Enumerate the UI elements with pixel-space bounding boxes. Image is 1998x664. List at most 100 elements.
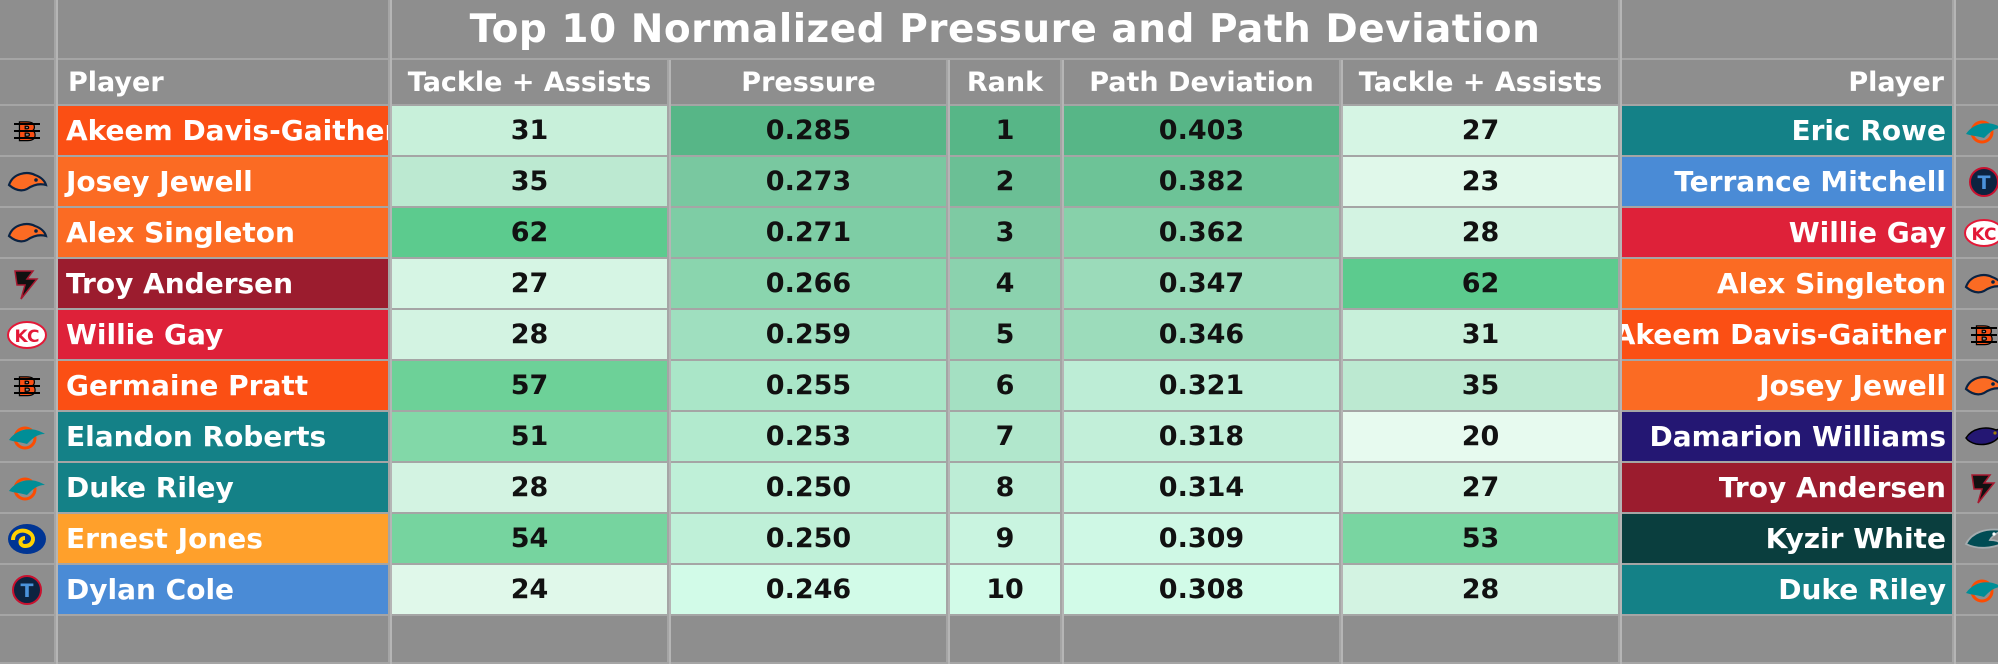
bengals-logo-icon: B (1956, 310, 1998, 361)
pressure-value: 0.250 (671, 463, 948, 514)
table-title: Top 10 Normalized Pressure and Path Devi… (392, 0, 1620, 60)
empty-cell (1622, 0, 1954, 60)
tackles-right-value: 28 (1343, 208, 1620, 259)
header-pressure: Pressure (671, 60, 948, 106)
pressure-value: 0.259 (671, 310, 948, 361)
pressure-value: 0.266 (671, 259, 948, 310)
tackles-right-value: 53 (1343, 514, 1620, 565)
empty-cell (1956, 616, 1998, 664)
dolphins-logo-icon (1956, 106, 1998, 157)
tackles-right-value: 28 (1343, 565, 1620, 616)
player-name-left: Josey Jewell (58, 157, 390, 208)
pressure-value: 0.253 (671, 412, 948, 463)
broncos-logo-icon (1956, 259, 1998, 310)
tackles-left-value: 28 (392, 310, 669, 361)
rank-value: 7 (950, 412, 1062, 463)
bengals-logo-icon: B (0, 361, 56, 412)
header-path-deviation: Path Deviation (1064, 60, 1341, 106)
falcons-logo-icon (1956, 463, 1998, 514)
tackles-left-value: 28 (392, 463, 669, 514)
falcons-logo-icon (0, 259, 56, 310)
player-name-right: Troy Andersen (1622, 463, 1954, 514)
svg-text:T: T (1978, 172, 1991, 194)
empty-cell (392, 616, 669, 664)
svg-text:T: T (21, 580, 34, 602)
corner-cell (1956, 0, 1998, 60)
rank-value: 8 (950, 463, 1062, 514)
player-name-right: Kyzir White (1622, 514, 1954, 565)
rank-value: 3 (950, 208, 1062, 259)
player-name-left: Alex Singleton (58, 208, 390, 259)
broncos-logo-icon (1956, 361, 1998, 412)
empty-cell (950, 616, 1062, 664)
pressure-value: 0.285 (671, 106, 948, 157)
path-deviation-value: 0.314 (1064, 463, 1341, 514)
chiefs-logo-icon: KC (1956, 208, 1998, 259)
player-name-right: Eric Rowe (1622, 106, 1954, 157)
empty-cell (58, 616, 390, 664)
tackles-right-value: 62 (1343, 259, 1620, 310)
header-player-right: Player (1622, 60, 1954, 106)
player-name-left: Dylan Cole (58, 565, 390, 616)
player-name-left: Duke Riley (58, 463, 390, 514)
tackles-left-value: 31 (392, 106, 669, 157)
ravens-logo-icon (1956, 412, 1998, 463)
player-name-right: Alex Singleton (1622, 259, 1954, 310)
tackles-left-value: 57 (392, 361, 669, 412)
tackles-right-value: 27 (1343, 106, 1620, 157)
rank-value: 1 (950, 106, 1062, 157)
path-deviation-value: 0.321 (1064, 361, 1341, 412)
path-deviation-value: 0.382 (1064, 157, 1341, 208)
rank-value: 9 (950, 514, 1062, 565)
player-name-left: Elandon Roberts (58, 412, 390, 463)
pressure-value: 0.273 (671, 157, 948, 208)
tackles-left-value: 35 (392, 157, 669, 208)
player-name-right: Terrance Mitchell (1622, 157, 1954, 208)
empty-cell (1343, 616, 1620, 664)
header-tackles-left: Tackle + Assists (392, 60, 669, 106)
empty-cell (1622, 616, 1954, 664)
tackles-right-value: 23 (1343, 157, 1620, 208)
empty-cell (0, 60, 56, 106)
bengals-logo-icon: B (0, 106, 56, 157)
tackles-left-value: 27 (392, 259, 669, 310)
rams-logo-icon (0, 514, 56, 565)
titans-logo-icon: T (0, 565, 56, 616)
chiefs-logo-icon: KC (0, 310, 56, 361)
tackles-right-value: 27 (1343, 463, 1620, 514)
rank-value: 10 (950, 565, 1062, 616)
empty-cell (0, 616, 56, 664)
path-deviation-value: 0.346 (1064, 310, 1341, 361)
header-player-left: Player (58, 60, 390, 106)
player-name-left: Akeem Davis-Gaither (58, 106, 390, 157)
tackles-left-value: 54 (392, 514, 669, 565)
dolphins-logo-icon (0, 412, 56, 463)
svg-text:KC: KC (1972, 225, 1997, 245)
rank-value: 4 (950, 259, 1062, 310)
header-tackles-right: Tackle + Assists (1343, 60, 1620, 106)
player-name-right: Duke Riley (1622, 565, 1954, 616)
tackles-left-value: 51 (392, 412, 669, 463)
svg-text:KC: KC (15, 327, 40, 347)
player-name-right: Akeem Davis-Gaither (1622, 310, 1954, 361)
pressure-value: 0.271 (671, 208, 948, 259)
empty-cell (58, 0, 390, 60)
rank-value: 2 (950, 157, 1062, 208)
player-name-right: Willie Gay (1622, 208, 1954, 259)
path-deviation-value: 0.362 (1064, 208, 1341, 259)
rank-value: 6 (950, 361, 1062, 412)
empty-cell (1956, 60, 1998, 106)
path-deviation-value: 0.318 (1064, 412, 1341, 463)
broncos-logo-icon (0, 157, 56, 208)
player-name-left: Ernest Jones (58, 514, 390, 565)
rank-value: 5 (950, 310, 1062, 361)
player-name-left: Troy Andersen (58, 259, 390, 310)
path-deviation-value: 0.309 (1064, 514, 1341, 565)
dolphins-logo-icon (0, 463, 56, 514)
empty-cell (671, 616, 948, 664)
header-rank: Rank (950, 60, 1062, 106)
pressure-value: 0.246 (671, 565, 948, 616)
eagles-logo-icon (1956, 514, 1998, 565)
pressure-value: 0.250 (671, 514, 948, 565)
